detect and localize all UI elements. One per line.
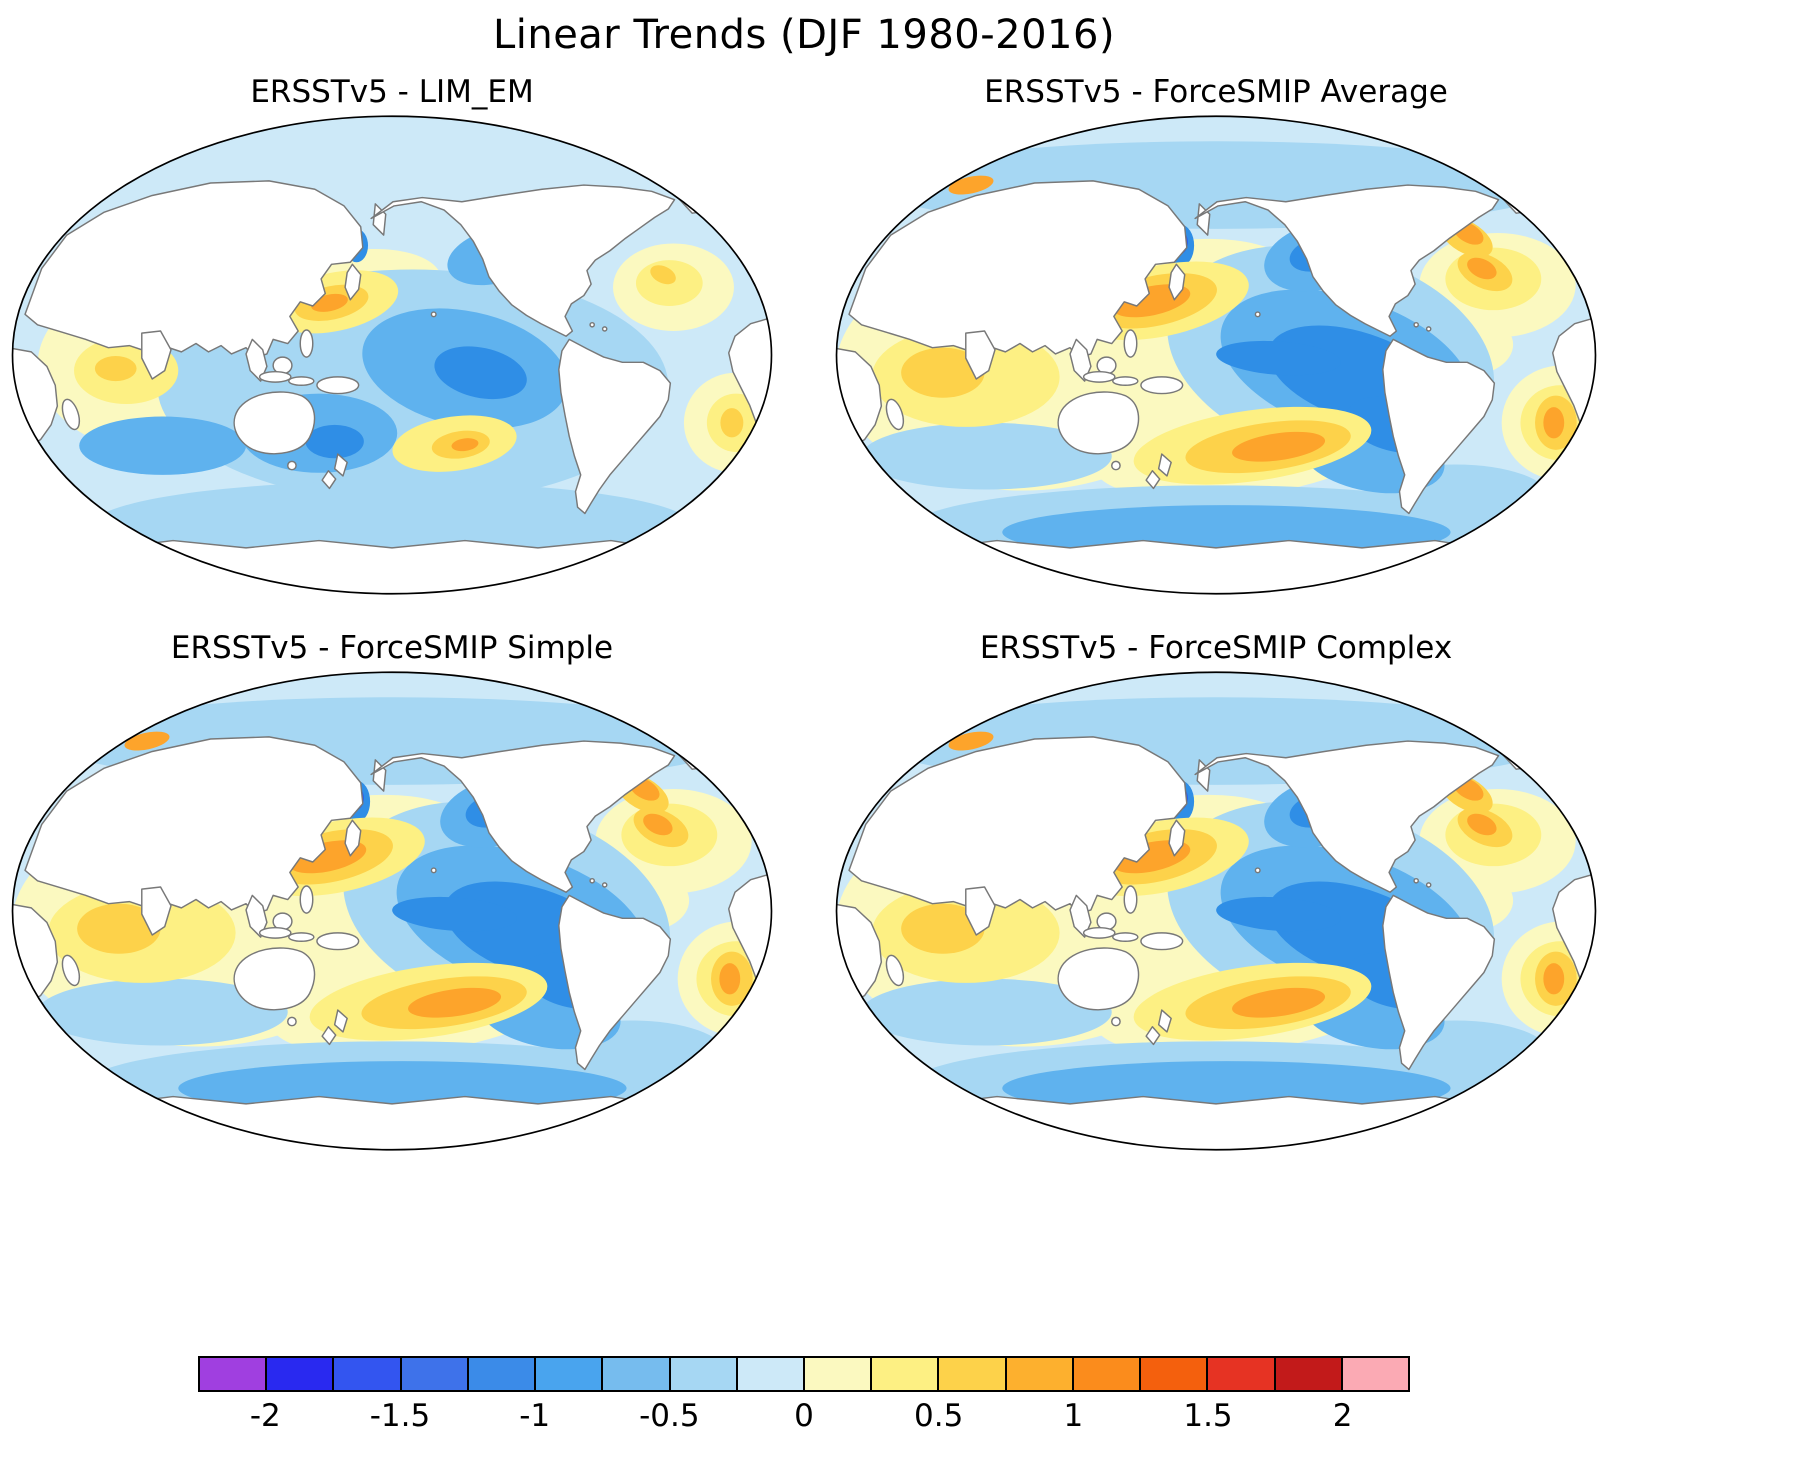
panel-title-forcesmip-average: ERSSTv5 - ForceSMIP Average — [984, 74, 1448, 110]
panel-ersstv5-forcesmip-average: ERSSTv5 - ForceSMIP Average — [830, 74, 1602, 600]
world-map-lim-em — [11, 115, 773, 595]
map-boundary — [835, 115, 1597, 595]
map-boundary — [11, 671, 773, 1151]
map-boundary — [11, 115, 773, 595]
colorbar-segment — [1141, 1358, 1209, 1390]
colorbar-tick-label: 1 — [1063, 1398, 1084, 1434]
colorbar-segment — [1275, 1358, 1343, 1390]
colorbar-tick-label: 0.5 — [914, 1398, 964, 1434]
panel-ersstv5-forcesmip-simple: ERSSTv5 - ForceSMIP Simple — [6, 630, 778, 1156]
colorbar — [198, 1356, 1410, 1392]
colorbar-segment — [536, 1358, 604, 1390]
panel-title-forcesmip-simple: ERSSTv5 - ForceSMIP Simple — [170, 630, 614, 666]
colorbar-segment — [334, 1358, 402, 1390]
colorbar-segment — [1073, 1358, 1142, 1390]
world-map-forcesmip-simple — [11, 671, 773, 1151]
panel-ersstv5-lim-em: ERSSTv5 - LIM_EM — [6, 74, 778, 600]
colorbar-tick-label: -2 — [249, 1398, 281, 1434]
colorbar-area: -2 -1.5 -1 -0.5 0 0.5 1 1.5 2 — [6, 1356, 1602, 1438]
colorbar-tick-label: 2 — [1332, 1398, 1353, 1434]
colorbar-segment — [872, 1358, 940, 1390]
colorbar-segment — [401, 1358, 469, 1390]
colorbar-segment — [670, 1358, 738, 1390]
panel-title-forcesmip-complex: ERSSTv5 - ForceSMIP Complex — [979, 630, 1453, 666]
colorbar-segment — [737, 1358, 805, 1390]
colorbar-tick-label: 1.5 — [1183, 1398, 1233, 1434]
colorbar-segment — [1208, 1358, 1276, 1390]
colorbar-segment — [1342, 1358, 1408, 1390]
colorbar-segment — [603, 1358, 671, 1390]
world-map-forcesmip-average — [835, 115, 1597, 595]
world-map-forcesmip-complex — [835, 671, 1597, 1151]
colorbar-tick-label: -1 — [519, 1398, 551, 1434]
panel-grid: ERSSTv5 - LIM_EM ERSSTv5 - ForceSMIP Ave… — [6, 74, 1602, 1156]
colorbar-tick-labels: -2 -1.5 -1 -0.5 0 0.5 1 1.5 2 — [198, 1392, 1410, 1438]
colorbar-tick-label: 0 — [794, 1398, 814, 1434]
panel-title-lim-em: ERSSTv5 - LIM_EM — [250, 74, 534, 110]
colorbar-segment — [468, 1358, 537, 1390]
figure-title: Linear Trends (DJF 1980-2016) — [492, 12, 1116, 58]
colorbar-tick-label: -1.5 — [369, 1398, 431, 1434]
map-boundary — [835, 671, 1597, 1151]
colorbar-segment — [804, 1358, 873, 1390]
colorbar-segment — [267, 1358, 335, 1390]
colorbar-segment — [1006, 1358, 1074, 1390]
panel-ersstv5-forcesmip-complex: ERSSTv5 - ForceSMIP Complex — [830, 630, 1602, 1156]
colorbar-tick-label: -0.5 — [639, 1398, 700, 1434]
maps-area: Linear Trends (DJF 1980-2016) ERSSTv5 - … — [6, 12, 1602, 1438]
colorbar-segment — [200, 1358, 268, 1390]
colorbar-segment — [939, 1358, 1007, 1390]
